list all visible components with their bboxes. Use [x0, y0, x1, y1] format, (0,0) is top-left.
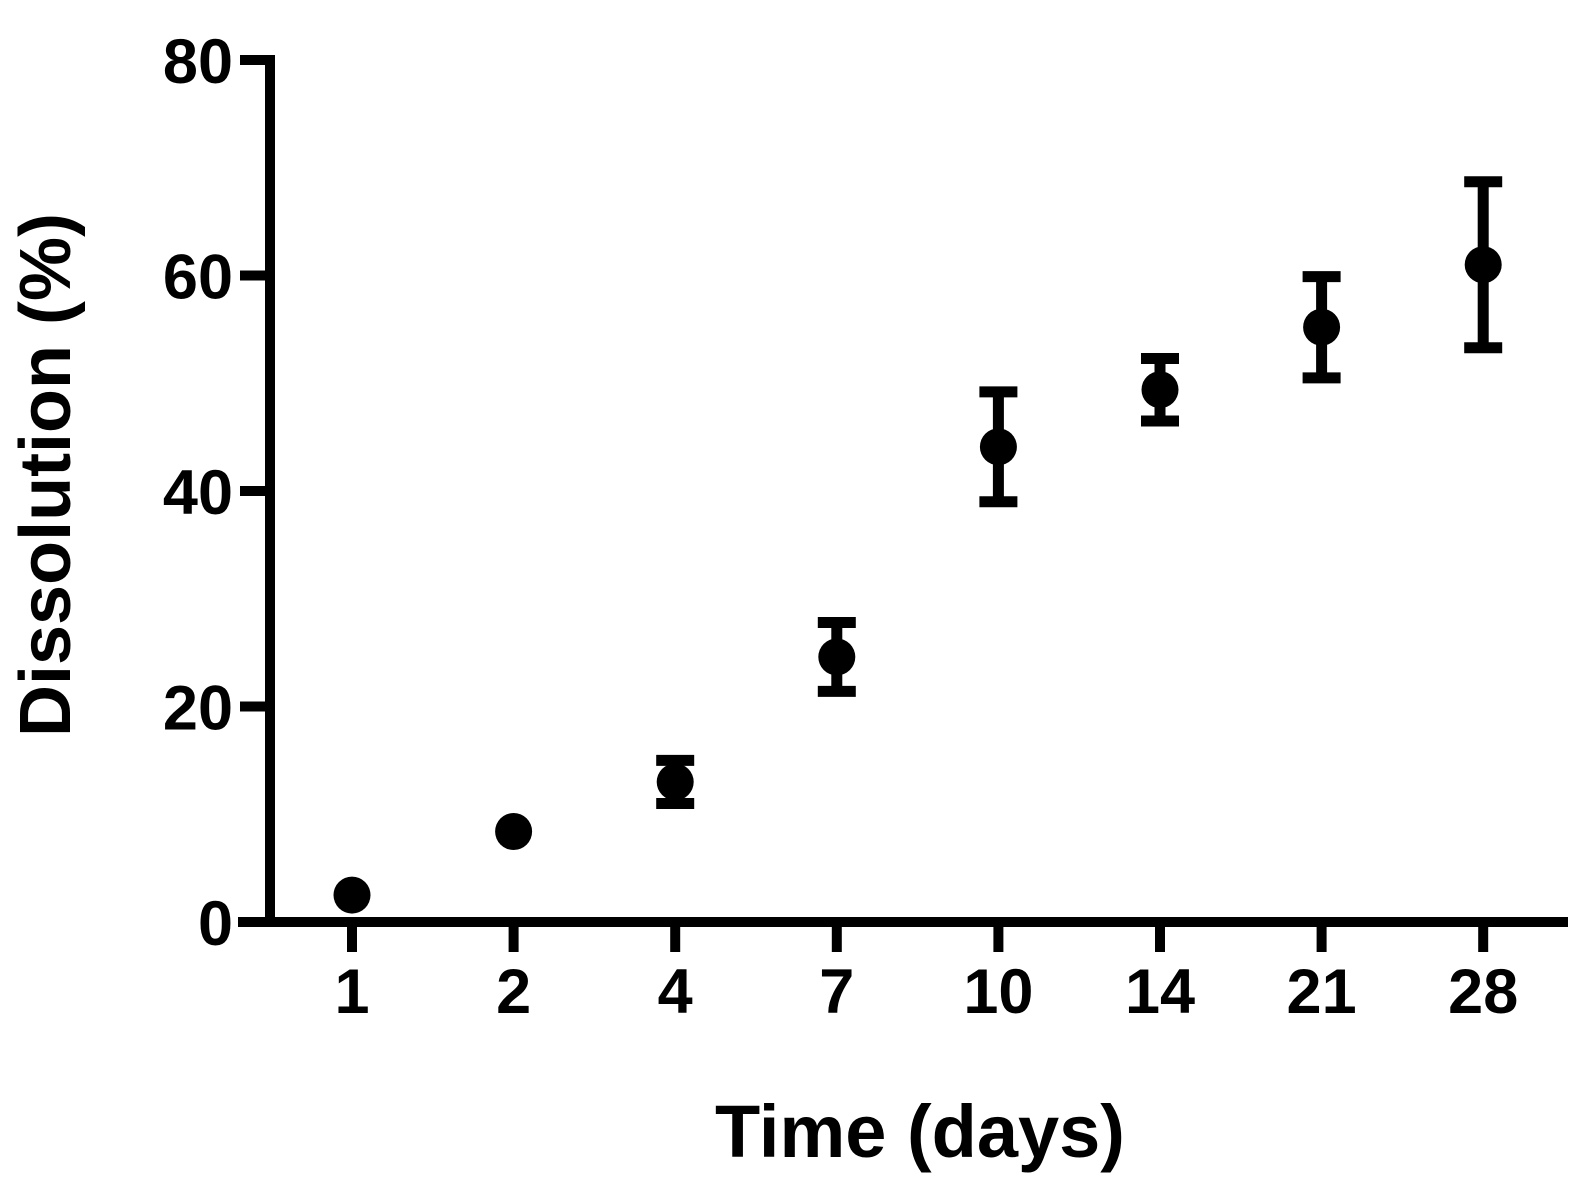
- data-point: [333, 876, 371, 914]
- x-tick-label: 7: [819, 957, 854, 1027]
- y-tick-label: 0: [198, 889, 233, 959]
- x-tick-label: 21: [1287, 957, 1357, 1027]
- y-tick-label: 60: [163, 243, 233, 313]
- data-point: [1303, 308, 1341, 346]
- x-tick-label: 1: [334, 957, 369, 1027]
- data-point: [818, 638, 856, 676]
- y-tick-label: 80: [163, 27, 233, 97]
- data-point: [1464, 246, 1502, 284]
- data-point: [1141, 371, 1179, 409]
- data-point: [656, 763, 694, 801]
- x-axis-title: Time (days): [715, 1090, 1125, 1173]
- x-tick-label: 2: [496, 957, 531, 1027]
- y-axis-title: Dissolution (%): [6, 213, 86, 737]
- x-tick-label: 14: [1125, 957, 1195, 1027]
- x-tick-label: 4: [658, 957, 693, 1027]
- y-tick-label: 40: [163, 458, 233, 528]
- y-tick-label: 20: [163, 674, 233, 744]
- data-point: [979, 428, 1017, 466]
- x-tick-label: 10: [963, 957, 1033, 1027]
- data-point: [495, 812, 533, 850]
- x-tick-label: 28: [1448, 957, 1518, 1027]
